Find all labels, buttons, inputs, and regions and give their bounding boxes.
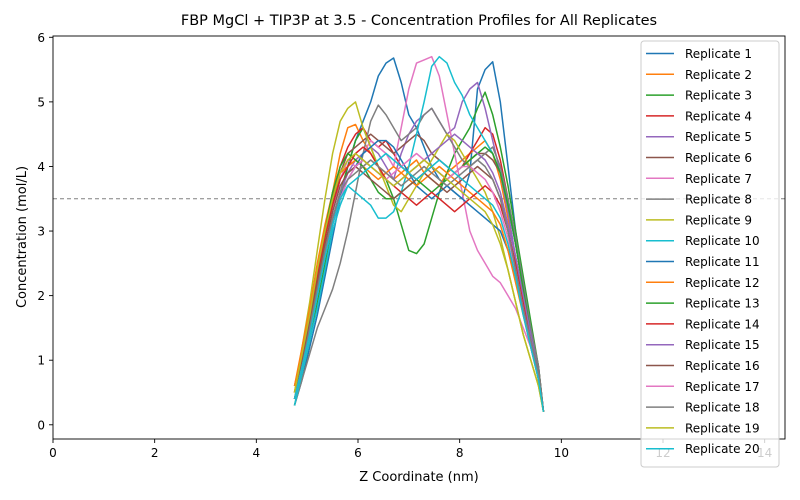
y-tick-label: 1 bbox=[37, 354, 45, 368]
y-tick-label: 2 bbox=[37, 289, 45, 303]
legend-label: Replicate 14 bbox=[685, 317, 760, 331]
x-tick-label: 8 bbox=[456, 446, 464, 460]
legend-entries: Replicate 1 Replicate 2 Replicate 3 Replica… bbox=[646, 47, 760, 456]
legend-item: Replicate 14 bbox=[646, 317, 760, 331]
y-tick-label: 3 bbox=[37, 225, 45, 239]
x-tick-label: 2 bbox=[151, 446, 159, 460]
y-axis-label: Concentration (mol/L) bbox=[15, 166, 30, 308]
legend-label: Replicate 2 bbox=[685, 68, 752, 82]
legend-item: Replicate 8 bbox=[646, 193, 752, 207]
legend-label: Replicate 1 bbox=[685, 47, 752, 61]
legend-item: Replicate 12 bbox=[646, 276, 760, 290]
x-tick-label: 6 bbox=[354, 446, 362, 460]
x-tick-label: 10 bbox=[554, 446, 569, 460]
legend-item: Replicate 7 bbox=[646, 172, 752, 186]
plot-frame bbox=[52, 35, 786, 440]
legend-label: Replicate 20 bbox=[685, 442, 760, 456]
legend-item: Replicate 18 bbox=[646, 401, 760, 415]
series-line-replicate-20 bbox=[293, 152, 545, 413]
legend-label: Replicate 7 bbox=[685, 172, 752, 186]
legend: Replicate 1 Replicate 2 Replicate 3 Replica… bbox=[640, 40, 780, 468]
y-axis-ticks: 0 1 2 3 4 5 6 bbox=[37, 31, 53, 432]
series-line-replicate-2 bbox=[293, 123, 545, 412]
legend-item: Replicate 1 bbox=[646, 47, 752, 61]
y-tick-label: 4 bbox=[37, 160, 45, 174]
series-line-replicate-19 bbox=[293, 152, 545, 413]
legend-item: Replicate 20 bbox=[646, 442, 760, 456]
legend-item: Replicate 10 bbox=[646, 234, 760, 248]
legend-label: Replicate 8 bbox=[685, 193, 752, 207]
legend-label: Replicate 4 bbox=[685, 109, 752, 123]
x-tick-label: 4 bbox=[253, 446, 261, 460]
legend-item: Replicate 9 bbox=[646, 213, 752, 227]
series-lines bbox=[293, 55, 545, 413]
series-line-replicate-14 bbox=[293, 146, 545, 413]
legend-item: Replicate 11 bbox=[646, 255, 760, 269]
legend-item: Replicate 3 bbox=[646, 89, 752, 103]
legend-label: Replicate 16 bbox=[685, 359, 760, 373]
legend-label: Replicate 9 bbox=[685, 213, 752, 227]
legend-label: Replicate 11 bbox=[685, 255, 760, 269]
legend-label: Replicate 17 bbox=[685, 380, 760, 394]
legend-item: Replicate 17 bbox=[646, 380, 760, 394]
legend-label: Replicate 10 bbox=[685, 234, 760, 248]
y-tick-label: 6 bbox=[37, 31, 45, 45]
legend-item: Replicate 16 bbox=[646, 359, 760, 373]
legend-item: Replicate 19 bbox=[646, 421, 760, 435]
series-line-replicate-3 bbox=[293, 91, 545, 412]
legend-label: Replicate 12 bbox=[685, 276, 760, 290]
legend-label: Replicate 15 bbox=[685, 338, 760, 352]
legend-label: Replicate 3 bbox=[685, 89, 752, 103]
legend-label: Replicate 5 bbox=[685, 130, 752, 144]
legend-label: Replicate 19 bbox=[685, 421, 760, 435]
series-line-replicate-9 bbox=[293, 101, 545, 413]
legend-box bbox=[640, 40, 780, 468]
legend-label: Replicate 18 bbox=[685, 401, 760, 415]
legend-label: Replicate 13 bbox=[685, 297, 760, 311]
y-tick-label: 5 bbox=[37, 95, 45, 109]
chart-title: FBP MgCl + TIP3P at 3.5 - Concentration … bbox=[181, 13, 657, 29]
legend-item: Replicate 6 bbox=[646, 151, 752, 165]
x-axis-label: Z Coordinate (nm) bbox=[359, 470, 478, 485]
legend-item: Replicate 5 bbox=[646, 130, 752, 144]
series-line-replicate-13 bbox=[293, 146, 545, 412]
x-tick-label: 0 bbox=[49, 446, 57, 460]
series-line-replicate-7 bbox=[293, 55, 545, 413]
series-line-replicate-18 bbox=[293, 159, 545, 412]
legend-item: Replicate 15 bbox=[646, 338, 760, 352]
legend-item: Replicate 13 bbox=[646, 297, 760, 311]
y-tick-label: 0 bbox=[37, 418, 45, 432]
legend-label: Replicate 6 bbox=[685, 151, 752, 165]
legend-item: Replicate 2 bbox=[646, 68, 752, 82]
legend-item: Replicate 4 bbox=[646, 109, 752, 123]
